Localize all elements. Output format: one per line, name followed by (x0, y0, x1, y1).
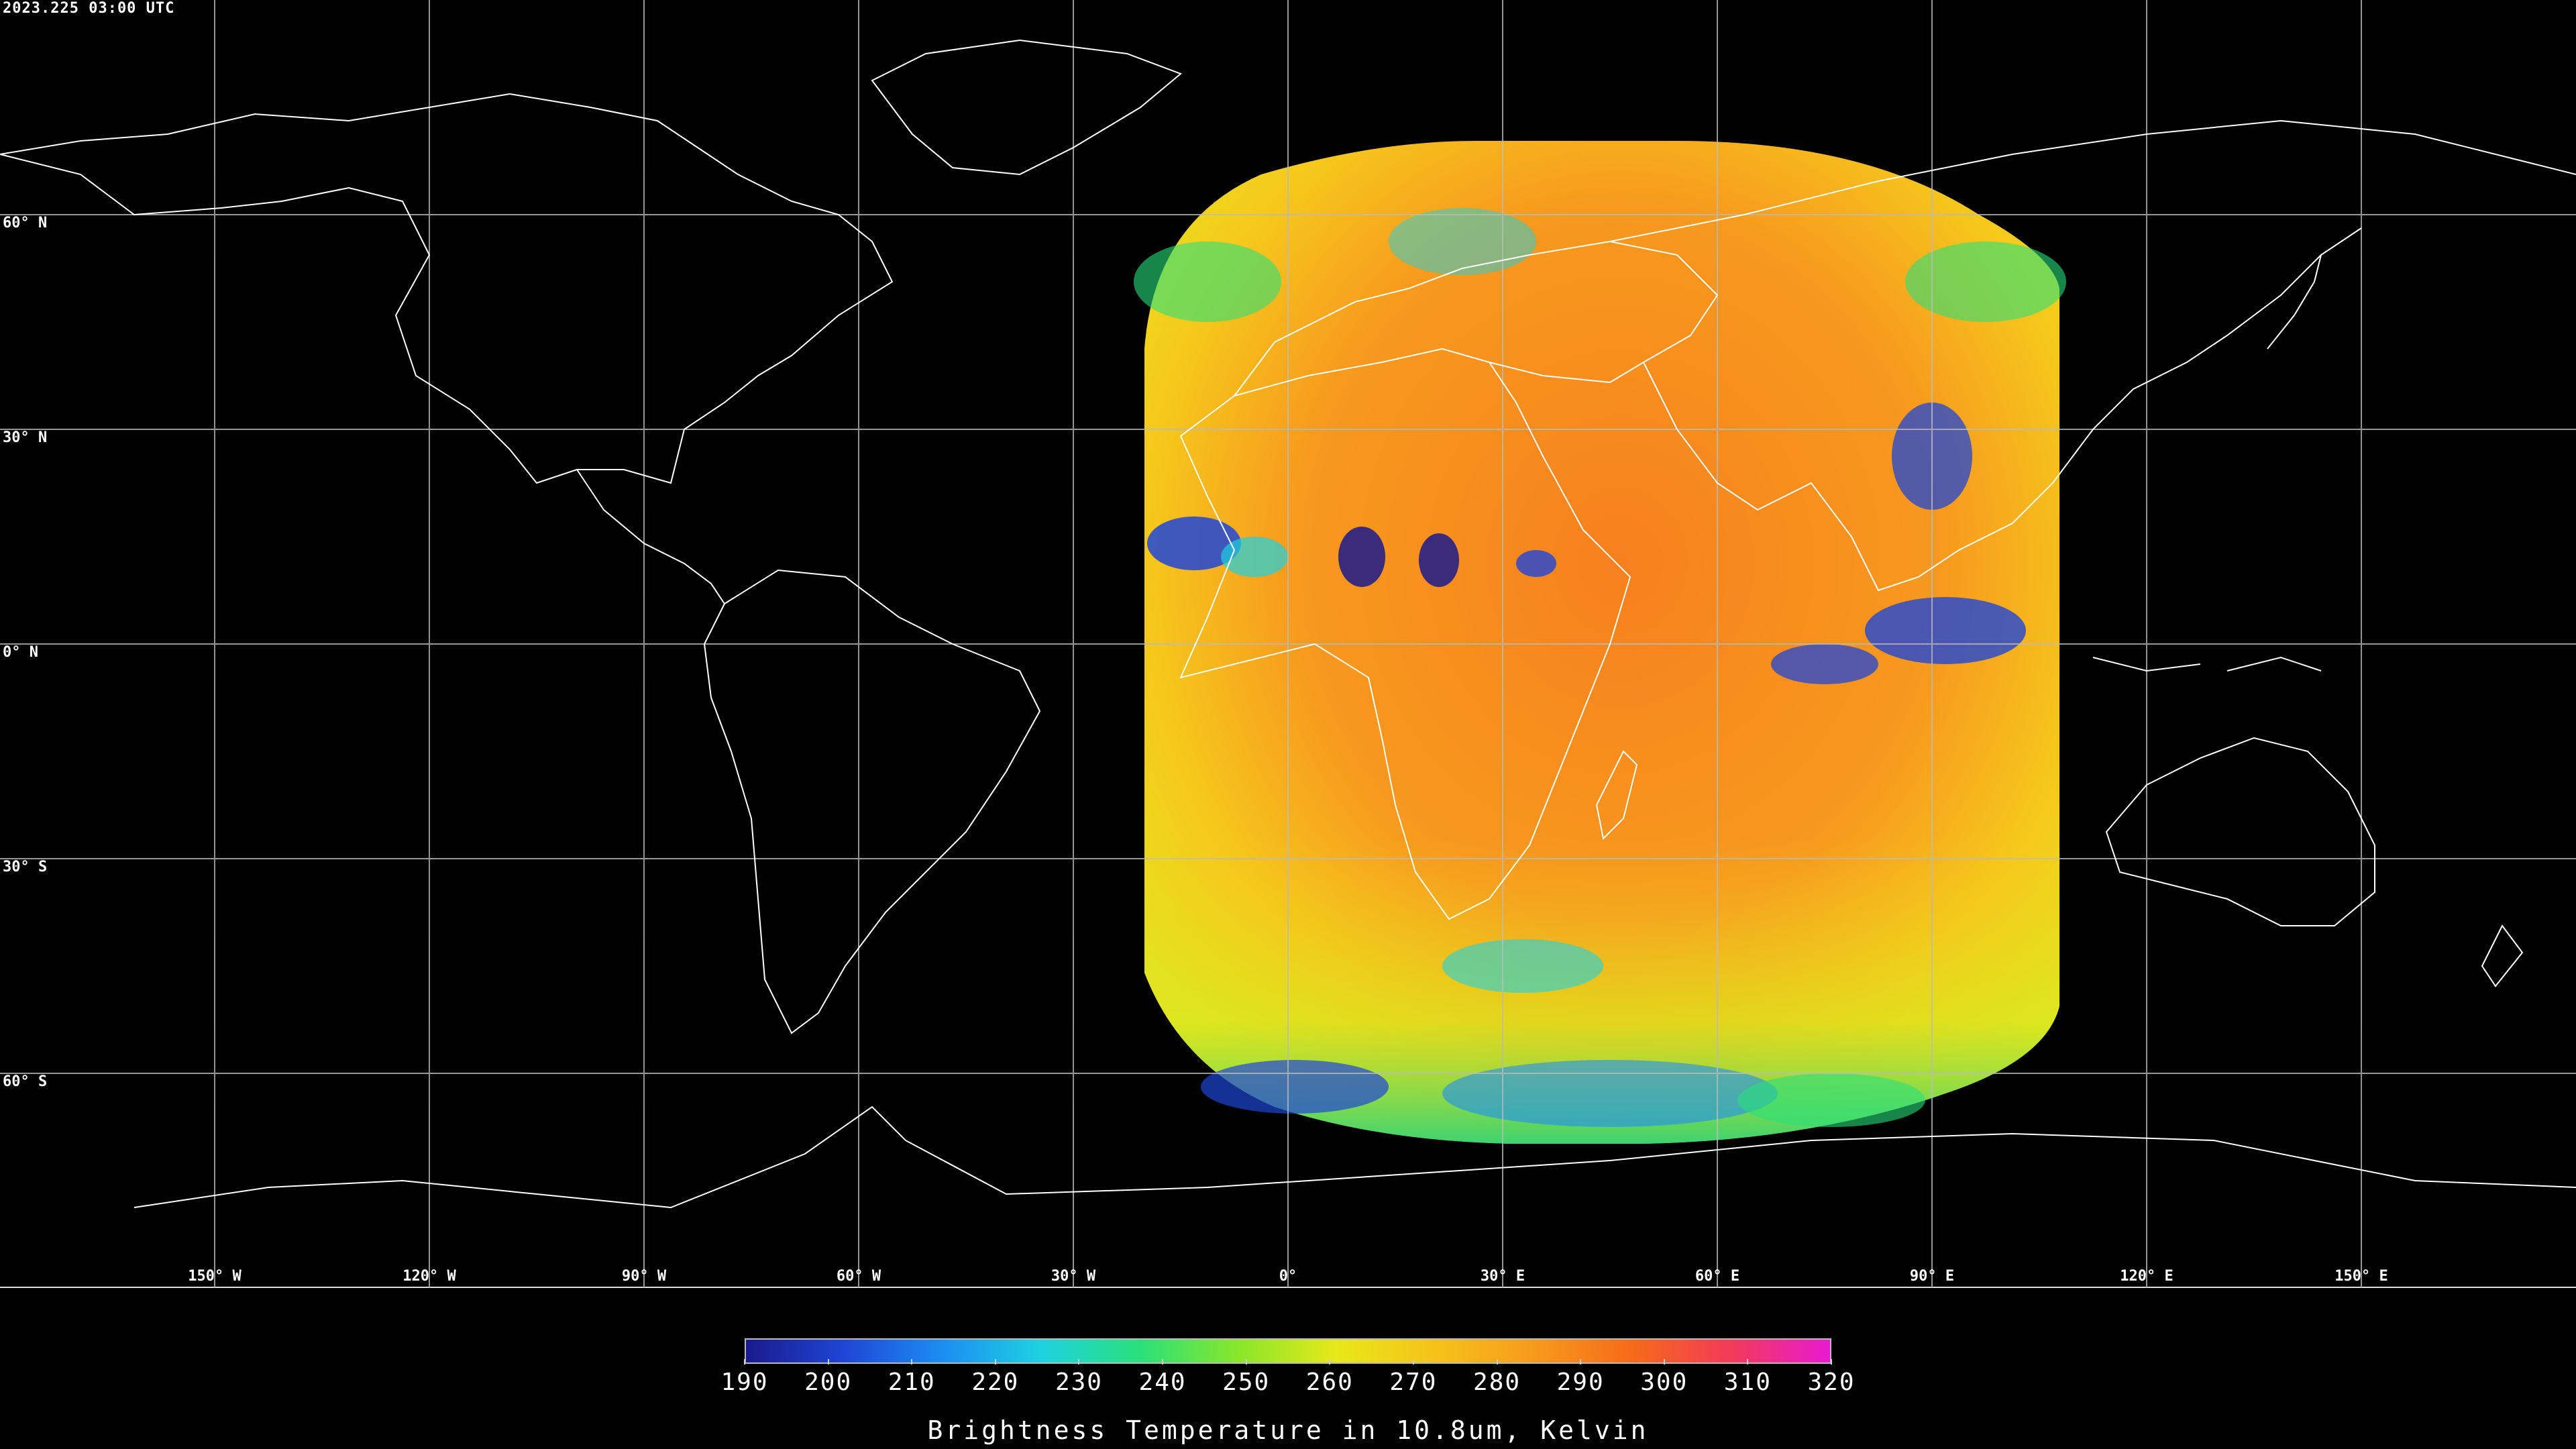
colorbar-tick-label: 200 (804, 1368, 853, 1396)
satellite-image (1134, 141, 2066, 1144)
colorbar-tick-label: 250 (1222, 1368, 1271, 1396)
lat-label-30s: 30° S (3, 859, 48, 875)
lon-label-150w: 150° W (188, 1268, 241, 1285)
colorbar-tick (744, 1359, 745, 1364)
colorbar-tick-label: 320 (1807, 1368, 1856, 1396)
colorbar-tick-label: 260 (1305, 1368, 1354, 1396)
graticule (0, 0, 2576, 1288)
map-frame: 2023.225 03:00 UTC 60° N 30° N 0° N 30° … (0, 0, 2576, 1288)
lat-label-30n: 30° N (3, 429, 48, 446)
colorbar-tick (1162, 1359, 1164, 1364)
colorbar-tick-label: 240 (1138, 1368, 1187, 1396)
colorbar-tick (1496, 1359, 1498, 1364)
lon-label-30e: 30° E (1480, 1268, 1525, 1285)
colorbar-tick (1329, 1359, 1331, 1364)
lon-label-90e: 90° E (1909, 1268, 1955, 1285)
lon-label-120w: 120° W (402, 1268, 456, 1285)
colorbar-tick (1078, 1359, 1080, 1364)
lon-label-0: 0° (1279, 1268, 1297, 1285)
lat-label-60n: 60° N (3, 215, 48, 231)
colorbar-tick-label: 310 (1723, 1368, 1772, 1396)
colorbar-tick (827, 1359, 829, 1364)
colorbar-tick (1245, 1359, 1247, 1364)
lon-label-60w: 60° W (836, 1268, 881, 1285)
colorbar-tick (1831, 1359, 1832, 1364)
lon-label-30w: 30° W (1051, 1268, 1096, 1285)
colorbar-tick (994, 1359, 996, 1364)
colorbar-tick-label: 220 (971, 1368, 1020, 1396)
colorbar-tick-label: 190 (720, 1368, 769, 1396)
map-canvas (0, 0, 2576, 1288)
lon-label-60e: 60° E (1695, 1268, 1740, 1285)
colorbar-tick (1747, 1359, 1749, 1364)
lon-label-120e: 120° E (2120, 1268, 2174, 1285)
colorbar-tick-label: 290 (1556, 1368, 1605, 1396)
colorbar-tick-label: 300 (1640, 1368, 1688, 1396)
colorbar-title: Brightness Temperature in 10.8um, Kelvin (927, 1415, 1649, 1445)
lat-label-60s: 60° S (3, 1073, 48, 1090)
colorbar-tick (1580, 1359, 1582, 1364)
colorbar-tick (911, 1359, 913, 1364)
colorbar-tick-label: 210 (888, 1368, 936, 1396)
colorbar-tick-label: 270 (1389, 1368, 1438, 1396)
colorbar-tick (1663, 1359, 1665, 1364)
timestamp: 2023.225 03:00 UTC (3, 0, 175, 17)
colorbar-tick (1412, 1359, 1414, 1364)
colorbar-tick-label: 230 (1055, 1368, 1103, 1396)
lon-label-150e: 150° E (2334, 1268, 2388, 1285)
colorbar-tick-label: 280 (1473, 1368, 1521, 1396)
lon-label-90w: 90° W (621, 1268, 667, 1285)
colorbar (745, 1338, 1831, 1364)
coastlines (0, 39, 2576, 1209)
lat-label-0n: 0° N (3, 644, 38, 661)
